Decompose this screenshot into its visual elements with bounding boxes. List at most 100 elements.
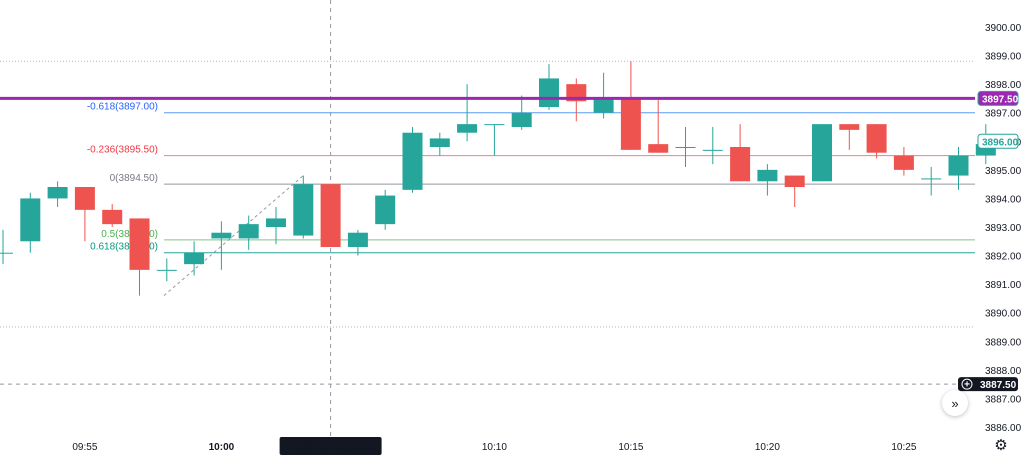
- candles: [0, 61, 996, 296]
- candle-body: [620, 98, 641, 150]
- price-tick-label: 3888.00: [985, 366, 1022, 377]
- candle-body: [757, 169, 778, 182]
- fib-level-label: 0(3894.50): [110, 173, 158, 184]
- candle: [211, 221, 232, 270]
- fib-trend-line: [163, 175, 304, 296]
- candle-body: [293, 184, 314, 236]
- crosshair-time-tag-text: Fri 28 Oct '22 10:04: [287, 442, 375, 453]
- candle: [102, 204, 123, 227]
- horizontal-line-price-tag-bg: [977, 90, 1019, 106]
- gear-icon: ⚙: [994, 437, 1008, 454]
- fib-level-label: -0.618(3897.00): [87, 102, 158, 113]
- candle-body: [347, 232, 368, 247]
- candle-body: [320, 184, 341, 247]
- time-tick-label: 10:15: [618, 442, 643, 453]
- price-tick-label: 3893.00: [985, 223, 1022, 234]
- price-tick-label: 3887.00: [985, 394, 1022, 405]
- candle: [457, 84, 478, 142]
- candle-body: [156, 269, 177, 271]
- candle-body: [812, 124, 832, 182]
- candle-body: [266, 218, 286, 227]
- scroll-to-realtime-button[interactable]: »: [942, 390, 968, 416]
- candle: [593, 72, 614, 119]
- candle: [0, 229, 13, 265]
- last-price-tag-bg: [977, 133, 1019, 149]
- candle: [238, 215, 259, 250]
- chart-grid: [0, 0, 975, 436]
- time-axis[interactable]: 09:55 10:00 10:10 10:15 10:20 10:25 Fri 28 Oct…: [72, 437, 917, 455]
- candle: [539, 64, 559, 110]
- chart-settings-button[interactable]: ⚙: [993, 438, 1009, 454]
- candle: [757, 164, 778, 196]
- candle-body: [511, 112, 532, 127]
- candle-body: [129, 218, 150, 270]
- time-tick-label: 10:10: [482, 442, 507, 453]
- candle-body: [948, 155, 969, 176]
- candle-body: [839, 124, 860, 130]
- candle-body: [402, 132, 423, 190]
- fib-level-label: -0.236(3895.50): [87, 145, 158, 156]
- candle: [620, 61, 641, 150]
- candle: [156, 258, 177, 282]
- price-tick-label: 3899.00: [985, 52, 1022, 63]
- candle-body: [238, 224, 259, 239]
- candle-body: [20, 198, 41, 242]
- time-tick-label: 10:25: [891, 442, 916, 453]
- candle: [47, 181, 68, 207]
- candle-body: [730, 147, 751, 182]
- horizontal-line-price-tag: 3897.50: [977, 90, 1019, 106]
- price-tick-label: 3900.00: [985, 23, 1022, 34]
- candle: [74, 187, 95, 242]
- candle: [675, 127, 696, 167]
- price-tick-label: 3891.00: [985, 280, 1022, 291]
- crosshair-price-tag: +3887.50: [958, 377, 1018, 392]
- candle: [320, 184, 341, 247]
- candle-body: [975, 144, 996, 156]
- candle: [484, 124, 505, 156]
- candle: [429, 132, 450, 156]
- candle: [866, 124, 887, 159]
- price-tick-label: 3890.00: [985, 309, 1022, 320]
- price-tick-label: 3897.00: [985, 109, 1022, 120]
- candle: [784, 175, 805, 207]
- candle-body: [921, 178, 942, 180]
- last-price-tag: 3896.00: [977, 133, 1019, 149]
- candle: [921, 167, 942, 196]
- candle: [948, 147, 969, 190]
- candle: [347, 229, 368, 256]
- price-tick-label: 3894.00: [985, 194, 1022, 205]
- price-tick-label: 3892.00: [985, 252, 1022, 263]
- candle: [648, 98, 669, 153]
- crosshair-price-tag-bg: [958, 377, 1018, 392]
- fib-levels: -0.618(3897.00) -0.236(3895.50) 0(3894.50)…: [87, 102, 975, 296]
- crosshair-time-tag-bg: [279, 437, 382, 455]
- crosshair-time-tag: Fri 28 Oct '22 10:04: [279, 437, 382, 455]
- candle: [839, 124, 860, 150]
- candle: [129, 218, 150, 296]
- candle-body: [648, 144, 669, 153]
- candle: [893, 147, 914, 176]
- time-tick-label: 10:20: [755, 442, 780, 453]
- candle-body: [593, 98, 614, 113]
- candle-body: [539, 78, 559, 107]
- candle-body: [702, 149, 723, 151]
- candle-body: [0, 252, 13, 254]
- candle-body: [675, 147, 696, 148]
- candle-body: [74, 187, 95, 210]
- candle-body: [102, 209, 123, 225]
- candle: [402, 127, 423, 193]
- candle-body: [484, 124, 505, 126]
- candle-body: [184, 252, 205, 265]
- candle-body: [866, 124, 887, 153]
- plus-icon-glyph: +: [964, 380, 970, 391]
- time-tick-label: 10:00: [209, 442, 235, 453]
- price-axis[interactable]: 3886.00 3887.00 3888.00 3889.00 3890.00 3891.…: [958, 23, 1022, 434]
- fib-level-label: 0.618(3892.10): [90, 242, 158, 253]
- time-tick-label: 09:55: [72, 442, 97, 453]
- candle: [184, 241, 205, 276]
- candle: [702, 127, 723, 165]
- candle-body: [47, 187, 68, 199]
- price-tick-label: 3889.00: [985, 337, 1022, 348]
- plus-icon: [961, 378, 973, 390]
